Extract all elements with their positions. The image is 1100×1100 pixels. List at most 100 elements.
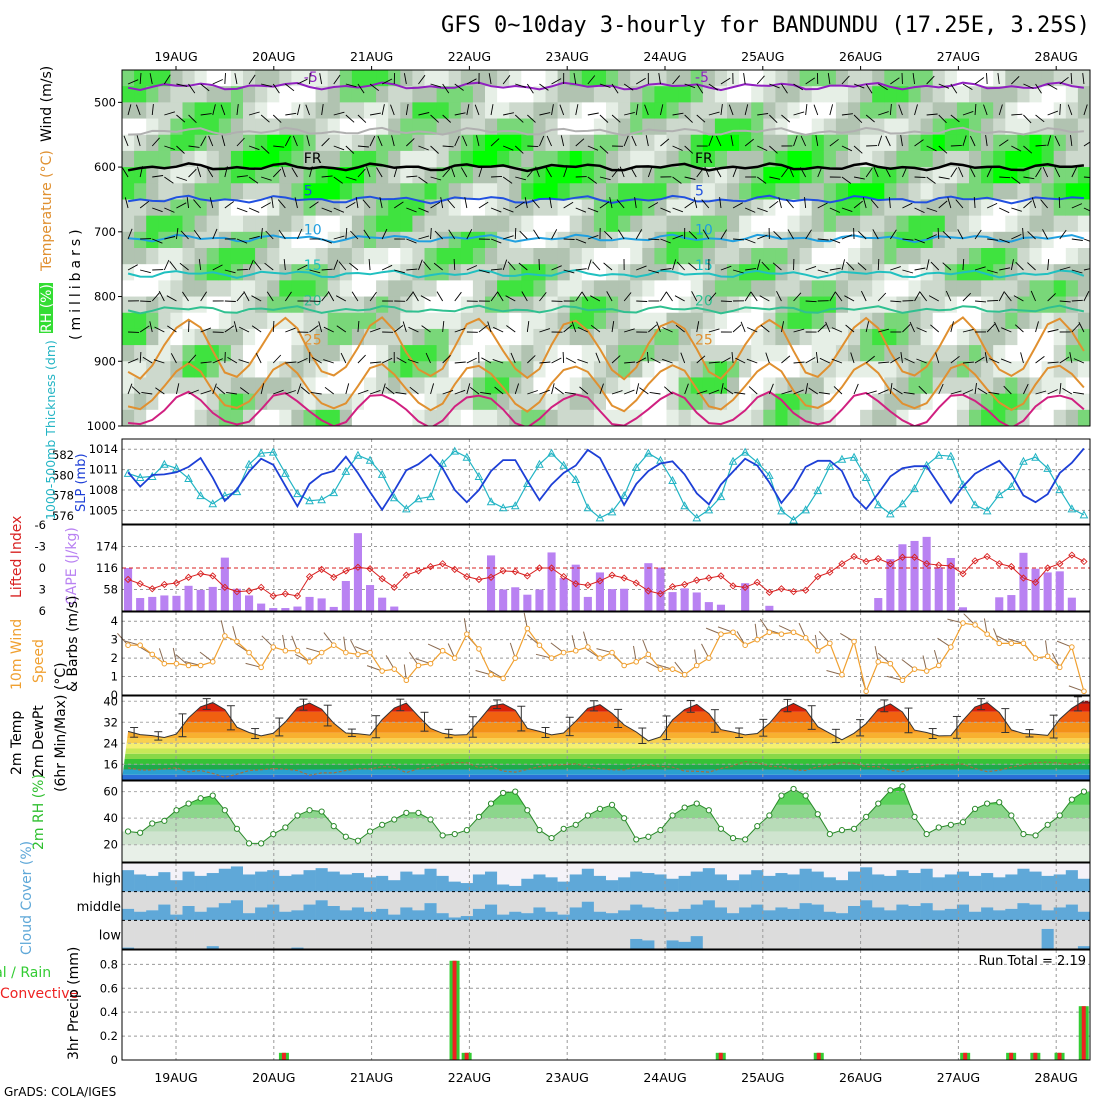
rh-point [536, 827, 543, 834]
rh-shade-cell [134, 328, 147, 346]
rh-shade-cell [775, 150, 788, 168]
rh-shade-cell [327, 70, 341, 87]
wind-barb [357, 114, 367, 123]
cloud-clear-cell [255, 891, 268, 908]
cloud-cover-cell [460, 883, 474, 892]
run-total-label: Run Total = 2.19 [978, 954, 1086, 969]
cloud-clear-cell [860, 863, 873, 868]
rh-2m-ylabel: 2m RH (%) [31, 774, 47, 850]
rh-shade-cell [823, 102, 837, 119]
cloud-clear-cell [1029, 891, 1042, 905]
wind-barb [1062, 388, 1073, 395]
rh-shade-cell [1065, 167, 1079, 184]
rh-shade-cell [557, 312, 571, 330]
cloud-clear-cell [896, 920, 909, 949]
cloud-clear-cell [775, 920, 788, 949]
rh-shade-cell [860, 102, 873, 119]
rh-shade-cell [932, 393, 946, 411]
rh-shade-cell [1065, 134, 1079, 152]
isotherm-line [127, 194, 1084, 205]
wind-barb [518, 262, 528, 271]
rh-shade-cell [460, 296, 474, 314]
wind-barb [757, 145, 768, 152]
wind-tick-label: 2 [111, 651, 118, 665]
rh-shade-cell [267, 377, 280, 395]
wind-barb [381, 357, 393, 364]
wind-barb [587, 234, 599, 240]
rh-shade-cell [146, 248, 159, 265]
rh-shade-cell [218, 248, 232, 265]
rh-shade-cell [122, 215, 135, 233]
wind-barb [744, 291, 752, 302]
wind-tick-label: 1 [111, 670, 118, 684]
cloud-clear-cell [666, 920, 679, 941]
wind-barb [720, 229, 727, 240]
wind-barb [1059, 383, 1062, 395]
rh-shade-cell [243, 377, 256, 395]
cloud-cover-cell [654, 908, 667, 921]
rh-shade-cell [521, 70, 534, 87]
li-point [318, 565, 326, 574]
cloud-cover-cell [412, 910, 425, 921]
rh-shade-cell [134, 215, 147, 233]
rh-shade-cell [122, 393, 135, 411]
rh-shade-cell [666, 70, 679, 87]
rh-shade-cell [835, 328, 849, 346]
cloud-cover-cell [969, 911, 982, 921]
wind-barb [212, 358, 223, 364]
rh-shade-cell [315, 393, 329, 411]
cloud-cover-cell [1029, 871, 1042, 892]
wind-barb [805, 229, 812, 240]
rh-shade-cell [339, 118, 353, 136]
wind-barb [938, 114, 947, 124]
rh-shade-cell [255, 280, 268, 297]
rh-shade-cell [630, 248, 643, 265]
rh-shade-cell [315, 296, 329, 314]
rh-shade-cell [848, 345, 861, 362]
wind-frame [121, 611, 1091, 696]
wind-barb [272, 354, 282, 364]
rh-shade-cell [739, 393, 752, 411]
wind-barb [930, 261, 940, 271]
cape-bar [353, 533, 362, 611]
wind-barb [309, 166, 313, 178]
rh-shade-cell [472, 377, 486, 395]
rh-shade-cell [339, 280, 353, 297]
rh-shade-cell [606, 150, 619, 168]
rh-point [971, 805, 979, 812]
cloud-clear-cell [291, 863, 304, 875]
rh-point [669, 812, 676, 819]
wind-barb [926, 234, 937, 240]
cloud-cover-cell [884, 875, 897, 892]
wind-barb [1035, 356, 1045, 364]
rh-shade-cell [158, 231, 171, 249]
rh-shade-cell [122, 312, 135, 330]
rh-shade-cell [775, 167, 788, 184]
wind-barb [1020, 352, 1024, 364]
rh-shade-cell [896, 86, 909, 103]
rh-shade-cell [424, 312, 437, 330]
rh-shade-cell [1053, 215, 1067, 233]
wind-barb [1054, 135, 1061, 147]
rh-shade-cell [896, 183, 909, 200]
wind-barb [430, 145, 439, 154]
rh-shade-cell [799, 328, 813, 346]
cloud-clear-cell [485, 863, 498, 872]
rh-shade-cell [1077, 167, 1090, 184]
wind-barb [212, 383, 217, 395]
thickness-point [1007, 482, 1016, 491]
wind-barb [884, 167, 891, 178]
wind-barb [309, 325, 319, 333]
cloud-cover-cell [521, 913, 534, 921]
rh-shade-cell [182, 215, 195, 233]
wind-barb [430, 114, 440, 123]
cloud-clear-cell [448, 863, 462, 882]
rh-shade-cell [678, 86, 692, 103]
wind-barb [969, 135, 976, 147]
rh-shade-cell [823, 167, 837, 184]
rh-shade-cell [400, 215, 413, 233]
rh-shade-cell [436, 102, 450, 119]
rh-shade-cell [835, 393, 849, 411]
rh-shade-cell [327, 264, 341, 281]
wind-barb [702, 229, 710, 240]
